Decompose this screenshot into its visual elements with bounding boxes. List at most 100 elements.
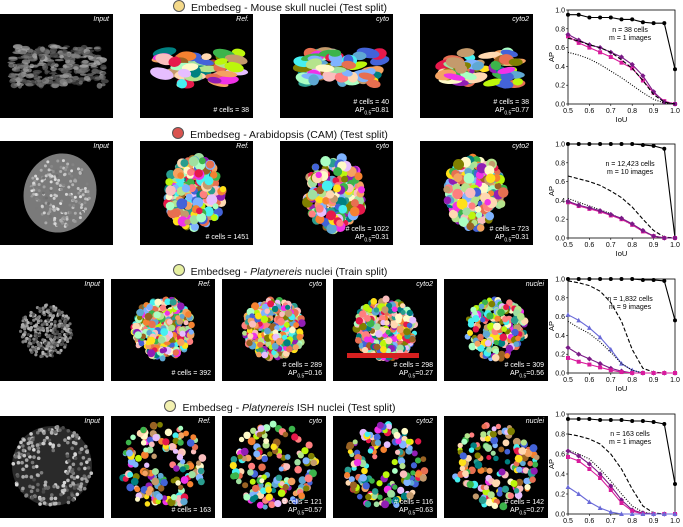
cell-texture bbox=[84, 197, 88, 201]
nucleus-blob bbox=[21, 319, 25, 323]
cell-mask bbox=[207, 76, 222, 84]
cell-mask bbox=[154, 298, 162, 306]
cell-mask bbox=[315, 171, 322, 179]
cell-mask bbox=[355, 337, 362, 344]
data-point bbox=[673, 371, 677, 375]
cell-mask bbox=[224, 61, 244, 73]
cell-mask bbox=[195, 207, 203, 215]
nucleus-blob bbox=[10, 82, 18, 89]
x-tick-label: 1.0 bbox=[670, 108, 680, 115]
cell-mask bbox=[414, 457, 422, 464]
nucleus-blob bbox=[53, 323, 57, 328]
cell-texture bbox=[47, 201, 51, 205]
nucleus-blob bbox=[44, 347, 48, 351]
nucleus-blob bbox=[83, 466, 87, 471]
nucleus-blob bbox=[29, 63, 35, 69]
nucleus-blob bbox=[93, 46, 101, 50]
data-point bbox=[598, 142, 603, 146]
nucleus-blob bbox=[39, 427, 44, 432]
cell-mask bbox=[348, 476, 355, 483]
nucleus-blob bbox=[36, 343, 41, 347]
data-point bbox=[651, 21, 656, 26]
cell-mask bbox=[147, 336, 156, 345]
cell-mask bbox=[168, 56, 182, 67]
nucleus-blob bbox=[47, 427, 52, 432]
cell-texture bbox=[73, 219, 77, 223]
nucleus-blob bbox=[50, 67, 57, 72]
cell-count: # cells = 38 bbox=[493, 99, 529, 106]
data-point bbox=[673, 67, 677, 72]
cell-mask bbox=[400, 303, 406, 309]
cell-mask bbox=[501, 485, 510, 493]
data-point bbox=[629, 511, 635, 516]
cell-texture bbox=[48, 214, 52, 218]
cell-mask bbox=[515, 335, 521, 342]
cell-texture bbox=[49, 180, 53, 184]
nucleus-blob bbox=[42, 310, 46, 314]
cell-mask bbox=[470, 442, 477, 449]
cell-mask bbox=[380, 319, 386, 326]
nucleus-blob bbox=[55, 425, 60, 429]
nucleus-blob bbox=[52, 345, 56, 349]
cell-mask bbox=[189, 215, 199, 225]
nucleus-blob bbox=[38, 496, 42, 501]
cell-mask bbox=[365, 438, 372, 444]
cell-texture bbox=[55, 174, 59, 178]
cell-mask bbox=[206, 160, 215, 169]
cell-texture bbox=[54, 169, 58, 173]
panel-label: cyto bbox=[376, 16, 389, 23]
nucleus-blob bbox=[40, 354, 44, 358]
cell-texture bbox=[74, 199, 78, 203]
cell-mask bbox=[401, 427, 409, 435]
nucleus-blob bbox=[38, 309, 42, 313]
cell-mask bbox=[125, 439, 132, 446]
segmentation-mask bbox=[119, 421, 207, 507]
nucleus-blob bbox=[78, 80, 83, 85]
cell-mask bbox=[197, 467, 205, 475]
data-point bbox=[608, 277, 613, 281]
cell-mask bbox=[146, 446, 154, 454]
cell-mask bbox=[381, 500, 390, 509]
nucleus-blob bbox=[75, 475, 80, 479]
cell-mask bbox=[230, 455, 238, 463]
cell-mask bbox=[181, 63, 199, 72]
cell-mask bbox=[279, 481, 285, 487]
row-1-title: Embedseg - Mouse skull nuclei (Test spli… bbox=[0, 0, 560, 15]
nucleus-blob bbox=[80, 447, 84, 451]
data-point bbox=[630, 419, 635, 423]
nucleus-blob bbox=[73, 452, 78, 457]
y-tick-label: 0.8 bbox=[555, 26, 565, 33]
data-point bbox=[608, 488, 613, 492]
cell-mask bbox=[411, 450, 418, 457]
cell-mask bbox=[497, 67, 516, 75]
cell-mask bbox=[315, 64, 335, 73]
cell-mask bbox=[399, 470, 408, 478]
cell-texture bbox=[56, 159, 60, 163]
nucleus-blob bbox=[66, 440, 70, 445]
cell-mask bbox=[258, 463, 266, 471]
panel-label: nuclei bbox=[525, 281, 544, 288]
cell-texture bbox=[79, 205, 83, 209]
nucleus-blob bbox=[31, 312, 36, 316]
cell-mask bbox=[301, 447, 309, 455]
cell-mask bbox=[477, 333, 484, 341]
nucleus-blob bbox=[20, 460, 24, 465]
ap-prefix: AP bbox=[287, 369, 298, 377]
row-4-title-post: ISH nuclei (Test split) bbox=[293, 402, 396, 414]
nucleus-blob bbox=[18, 72, 24, 79]
cell-mask bbox=[243, 493, 251, 501]
ap-subscript: 0.5 bbox=[297, 373, 305, 379]
cell-count: # cells = 298 bbox=[393, 362, 434, 369]
panel-label: Ref. bbox=[236, 16, 249, 23]
data-point bbox=[619, 142, 624, 146]
cell-mask bbox=[197, 478, 205, 486]
nucleus-blob bbox=[41, 306, 45, 310]
cell-mask bbox=[196, 212, 207, 223]
cell-mask bbox=[502, 316, 509, 323]
data-point bbox=[586, 356, 592, 362]
cell-mask bbox=[316, 186, 325, 195]
nucleus-blob bbox=[29, 432, 33, 436]
panel-label: Ref. bbox=[198, 418, 211, 425]
cell-mask bbox=[272, 329, 279, 336]
nucleus-blob bbox=[82, 474, 87, 479]
